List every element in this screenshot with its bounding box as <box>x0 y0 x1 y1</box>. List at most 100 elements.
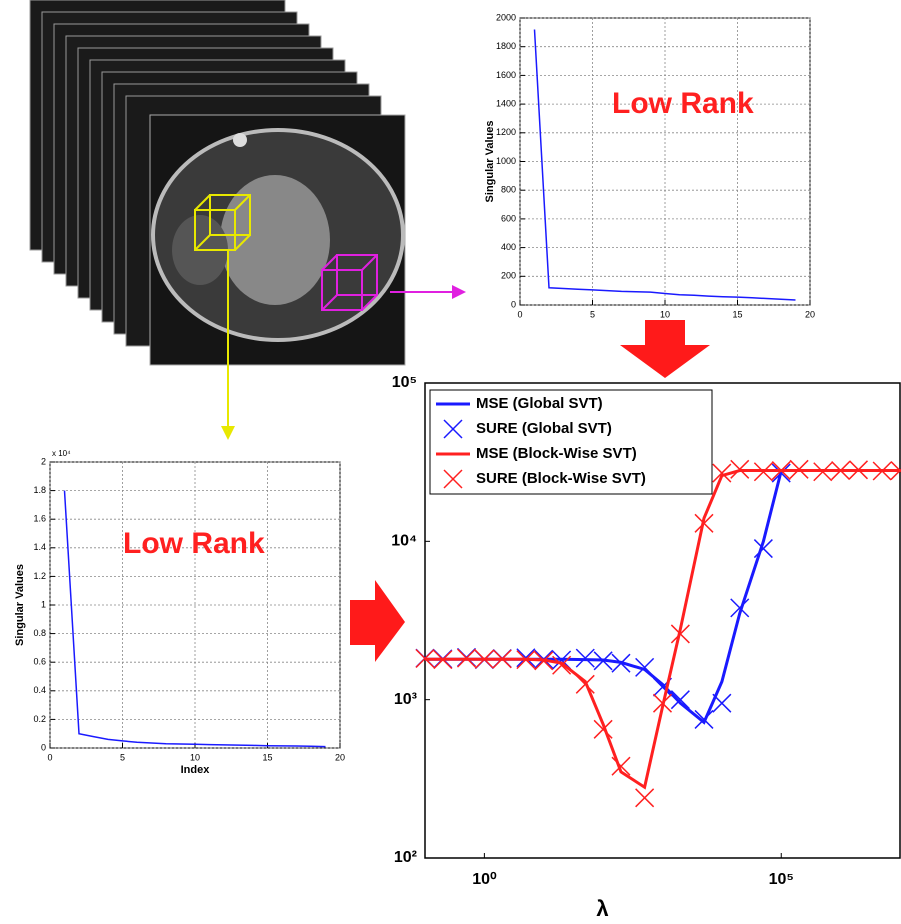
x-marker <box>433 650 453 670</box>
x-marker <box>789 459 809 479</box>
x-marker <box>593 651 613 671</box>
x-tick-label: 10⁰ <box>472 871 497 888</box>
legend-label: MSE (Global SVT) <box>476 395 603 412</box>
x-marker <box>730 598 750 618</box>
x-marker <box>771 463 791 483</box>
x-axis-label: λ <box>596 896 608 921</box>
x-tick-label: 0 <box>47 752 52 762</box>
y-tick-label: 0.2 <box>33 714 46 724</box>
x-axis-label: Index <box>181 764 211 776</box>
x-tick-label: 15 <box>262 752 272 762</box>
cube-face <box>194 209 236 251</box>
legend-swatch <box>443 469 463 489</box>
y-tick-label: 1 <box>41 599 46 609</box>
cube-face <box>209 194 251 236</box>
x-marker <box>611 756 631 776</box>
y-tick-label: 1.6 <box>33 514 46 524</box>
x-marker <box>593 719 613 739</box>
x-marker <box>694 513 714 533</box>
x-tick-label: 0 <box>517 309 522 319</box>
x-marker <box>753 462 773 482</box>
mri-stack <box>29 0 406 366</box>
x-marker <box>652 693 673 713</box>
block-arrow <box>620 320 710 378</box>
x-marker <box>552 655 572 675</box>
x-marker <box>712 693 732 713</box>
x-tick-label: 10⁵ <box>769 871 794 888</box>
x-marker <box>635 657 655 677</box>
x-tick-label: 15 <box>732 309 742 319</box>
arrow-head <box>452 285 466 299</box>
x-marker <box>534 651 554 671</box>
legend-swatch <box>443 419 463 439</box>
x-marker <box>753 539 773 559</box>
x-marker <box>635 788 655 808</box>
x-marker <box>813 462 833 482</box>
x-marker <box>415 648 435 669</box>
y-tick-label: 200 <box>501 271 516 281</box>
x-marker <box>890 461 901 481</box>
connector-arrows <box>221 250 710 662</box>
y-tick-label: 1.8 <box>33 485 46 495</box>
cube-edges <box>321 254 378 311</box>
y-tick-label: 0.4 <box>33 685 46 695</box>
y-tick-label: 0 <box>511 299 516 309</box>
heart <box>220 175 330 305</box>
legend-label: SURE (Global SVT) <box>476 420 612 437</box>
y-tick-label: 0.8 <box>33 628 46 638</box>
x-marker <box>474 649 494 669</box>
y-tick-label: 1000 <box>496 156 516 166</box>
x-marker <box>694 709 714 729</box>
y-tick-label: 1.2 <box>33 571 46 581</box>
aorta <box>233 133 247 147</box>
yellow-cube <box>194 194 251 251</box>
series-line <box>63 490 326 748</box>
y-tick-label: 0.6 <box>33 657 46 667</box>
x-marker <box>575 674 595 694</box>
x-marker <box>712 463 732 483</box>
y-tick-label: 2 <box>41 456 46 466</box>
y-axis-label: Singular Values <box>484 121 496 203</box>
y-tick-label: 800 <box>501 185 516 195</box>
y-tick-label: 10⁴ <box>391 533 417 550</box>
y-tick-label: 2000 <box>496 12 516 22</box>
cube-edges <box>194 194 251 251</box>
x-marker <box>611 653 631 673</box>
block-arrow <box>350 580 405 662</box>
y-tick-label: 400 <box>501 242 516 252</box>
x-marker <box>516 650 536 670</box>
x-tick-label: 10 <box>190 752 200 762</box>
cube-face <box>336 254 378 296</box>
x-marker <box>848 460 869 480</box>
annotation: Low Rank <box>612 87 754 120</box>
x-marker <box>670 690 690 710</box>
x-marker <box>456 648 477 668</box>
y-multiplier: x 10⁴ <box>52 449 71 458</box>
x-marker <box>831 461 851 481</box>
x-tick-label: 10 <box>660 309 670 319</box>
x-marker <box>575 648 595 668</box>
x-marker <box>771 461 791 481</box>
x-marker <box>730 459 750 479</box>
series-line <box>533 29 796 301</box>
annotation: Low Rank <box>123 527 265 560</box>
x-marker <box>872 461 892 481</box>
y-tick-label: 10³ <box>394 691 417 708</box>
y-tick-label: 1800 <box>496 41 516 51</box>
y-tick-label: 600 <box>501 213 516 223</box>
x-marker <box>492 649 512 669</box>
y-tick-label: 1200 <box>496 127 516 137</box>
arrow-head <box>221 426 235 440</box>
legend-box <box>429 389 713 495</box>
y-tick-label: 1600 <box>496 70 516 80</box>
y-tick-label: 0 <box>41 742 46 752</box>
x-tick-label: 5 <box>590 309 595 319</box>
cube-face <box>321 269 363 311</box>
legend-label: MSE (Block-Wise SVT) <box>476 445 637 462</box>
y-tick-label: 1.4 <box>33 542 46 552</box>
y-axis-label: Singular Values <box>14 564 26 646</box>
x-tick-label: 20 <box>335 752 345 762</box>
legend-label: SURE (Block-Wise SVT) <box>476 470 646 487</box>
